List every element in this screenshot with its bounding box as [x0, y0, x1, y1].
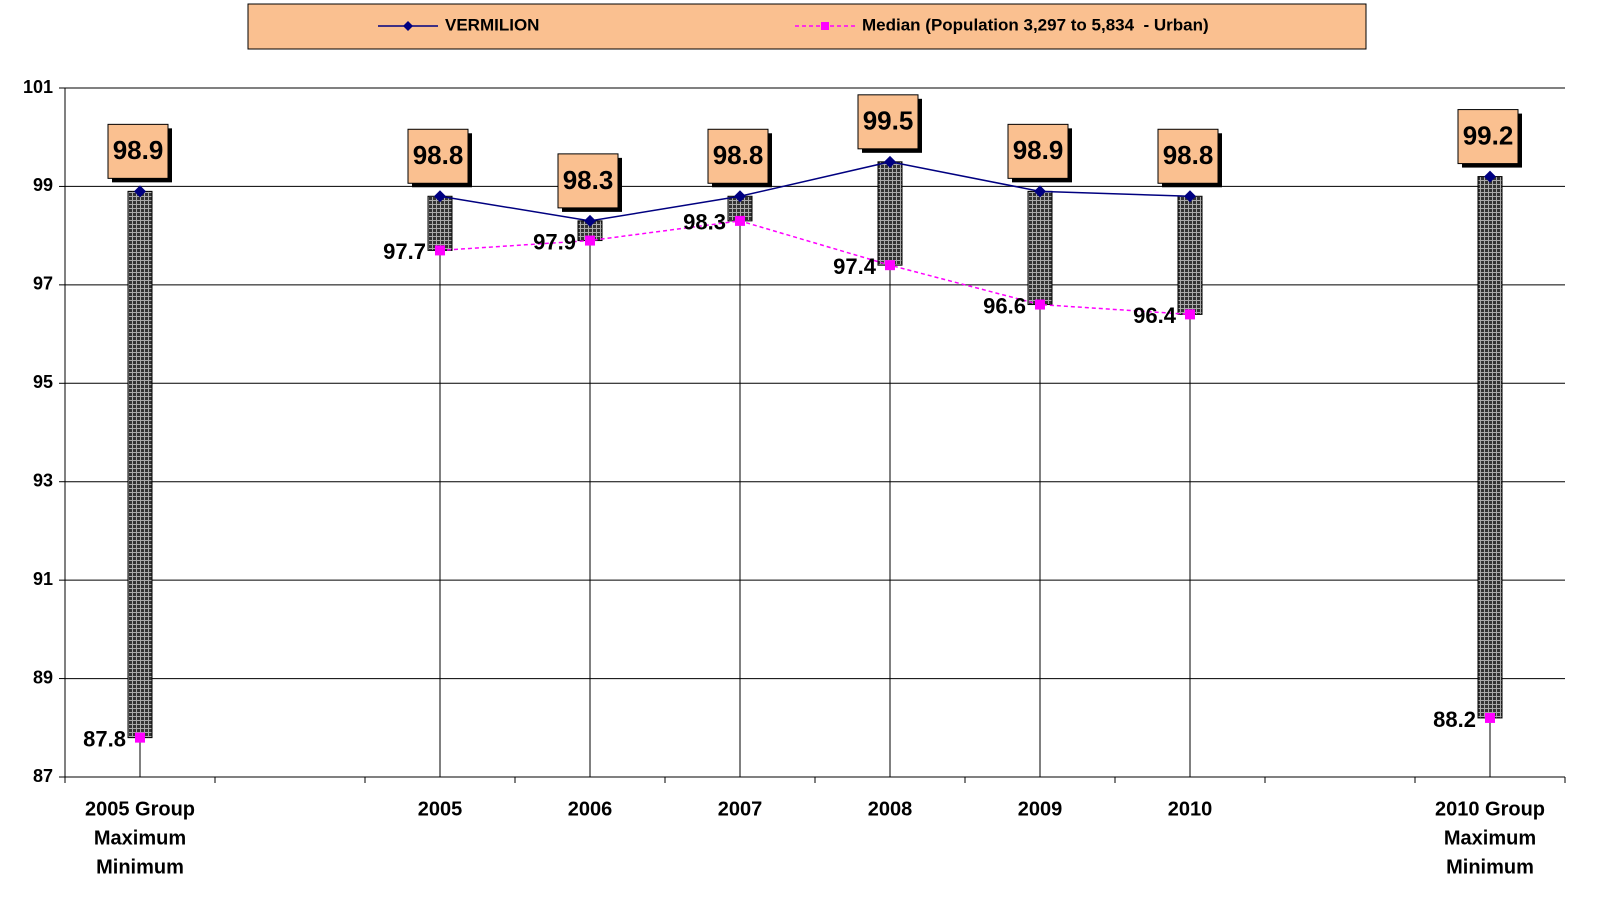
label-box — [857, 94, 919, 150]
data-label: 98.9 — [113, 135, 164, 165]
marker — [1034, 185, 1046, 198]
marker — [1185, 309, 1195, 320]
marker — [1035, 299, 1045, 310]
data-label: 98.8 — [713, 140, 764, 170]
y-tick-label: 95 — [33, 372, 53, 392]
x-tick-label: 2006 — [568, 798, 613, 820]
y-tick-label: 99 — [33, 175, 53, 195]
marker — [735, 215, 745, 226]
marker — [885, 260, 895, 271]
legend-label: Median (Population 3,297 to 5,834 - Urba… — [862, 15, 1209, 34]
data-label: 99.5 — [863, 106, 914, 136]
data-label: 96.4 — [1133, 303, 1177, 328]
label-box — [1457, 109, 1519, 165]
x-tick-label: Maximum — [1444, 827, 1536, 849]
data-label: 97.4 — [833, 254, 877, 279]
data-label: 99.2 — [1463, 120, 1514, 150]
y-tick-label: 91 — [33, 569, 53, 589]
high-low-bar — [1477, 176, 1503, 719]
data-label: 98.8 — [1163, 140, 1214, 170]
data-label: 97.9 — [533, 229, 576, 254]
x-tick-label: 2009 — [1018, 798, 1063, 820]
legend-marker — [403, 21, 413, 31]
marker — [1484, 170, 1496, 183]
y-tick-label: 97 — [33, 274, 53, 294]
marker — [1184, 190, 1196, 203]
x-tick-label: 2008 — [868, 798, 913, 820]
series-line — [440, 221, 1490, 718]
label-box — [107, 123, 169, 179]
x-tick-label: Maximum — [94, 827, 186, 849]
data-label: 97.7 — [383, 239, 426, 264]
y-tick-label: 89 — [33, 667, 53, 687]
high-low-bar — [427, 195, 453, 251]
data-label: 96.6 — [983, 293, 1026, 318]
marker — [435, 245, 445, 256]
marker — [434, 190, 446, 203]
label-box — [707, 128, 769, 184]
marker — [734, 190, 746, 203]
label-box — [1157, 128, 1219, 184]
marker — [135, 732, 145, 743]
y-tick-label: 93 — [33, 470, 53, 490]
y-tick-label: 87 — [33, 766, 53, 786]
legend-label: VERMILION — [445, 15, 539, 34]
marker — [585, 235, 595, 246]
x-tick-label: Minimum — [1446, 856, 1534, 878]
marker — [884, 155, 896, 168]
data-label: 87.8 — [83, 726, 126, 751]
x-tick-label: 2010 — [1168, 798, 1213, 820]
marker — [1485, 712, 1495, 723]
data-label: 98.3 — [683, 210, 726, 235]
high-low-bar — [1027, 190, 1053, 306]
x-tick-label: 2005 — [418, 798, 463, 820]
x-tick-label: 2010 Group — [1435, 798, 1545, 820]
high-low-bar — [127, 190, 153, 739]
x-tick-label: Minimum — [96, 856, 184, 878]
legend-marker — [821, 22, 829, 30]
marker — [584, 214, 596, 227]
label-box — [407, 128, 469, 184]
high-low-bar — [1177, 195, 1203, 315]
data-label: 88.2 — [1433, 707, 1476, 732]
x-tick-label: 2007 — [718, 798, 763, 820]
x-tick-label: 2005 Group — [85, 798, 195, 820]
data-label: 98.8 — [413, 140, 464, 170]
y-tick-label: 101 — [23, 77, 53, 97]
marker — [134, 185, 146, 198]
label-box — [1007, 123, 1069, 179]
high-low-bar — [877, 161, 903, 266]
label-box — [557, 153, 619, 209]
data-label: 98.3 — [563, 165, 614, 195]
data-label: 98.9 — [1013, 135, 1064, 165]
